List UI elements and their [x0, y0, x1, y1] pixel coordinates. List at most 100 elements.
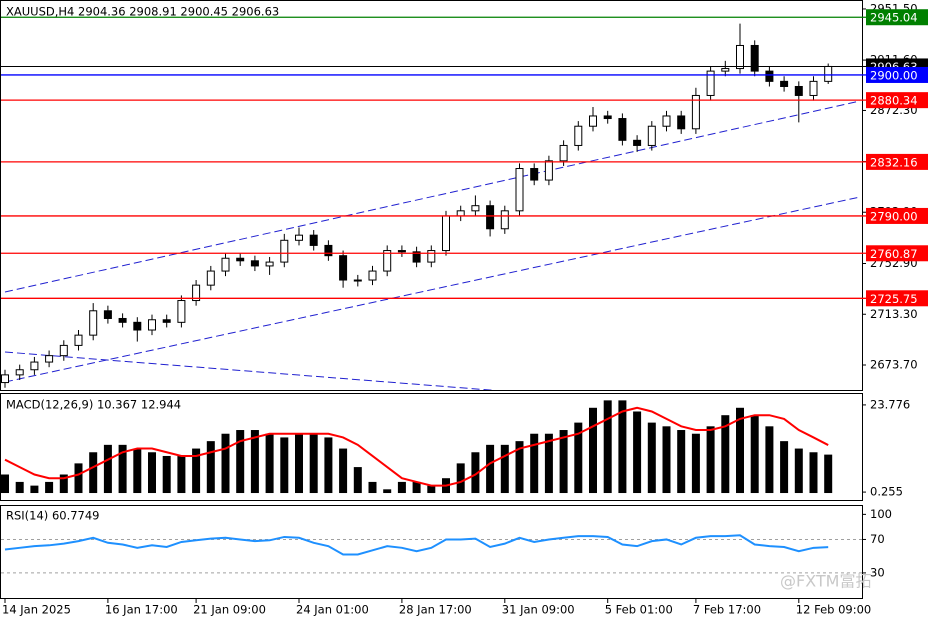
level-label-box [866, 245, 928, 262]
candle-body [736, 44, 744, 70]
candle-body [103, 310, 112, 319]
macd-bar [412, 481, 421, 494]
macd-bar [530, 433, 539, 494]
candle-body [162, 319, 171, 323]
macd-bar [383, 489, 392, 494]
candle-body [295, 234, 303, 241]
candle-body [324, 244, 333, 257]
macd-bar [691, 433, 700, 494]
macd-bar [456, 463, 465, 494]
candle-body [824, 65, 833, 82]
macd-bar [721, 415, 730, 494]
candle-body [148, 319, 156, 331]
level-label-box [866, 66, 928, 83]
candle-body [236, 257, 245, 262]
candle-body [809, 80, 818, 96]
candle-body [662, 115, 671, 127]
macd-bar [486, 444, 495, 494]
y-tick-label: 2713.30 [870, 307, 918, 321]
candle-body [780, 80, 789, 87]
macd-bar [662, 426, 671, 494]
macd-bar [515, 441, 524, 494]
level-label: 2790.00 [870, 209, 918, 223]
level-label: 2725.75 [870, 292, 918, 306]
x-tick-label: 7 Feb 17:00 [693, 603, 761, 617]
macd-bar [706, 426, 715, 494]
level-label: 2900.00 [870, 68, 918, 82]
candle-body [192, 284, 201, 302]
macd-bar [427, 485, 436, 494]
level-label-box [866, 92, 928, 109]
candle-body [794, 85, 803, 96]
macd-bar [368, 481, 377, 494]
macd-bar [74, 463, 83, 494]
macd-bar [809, 452, 818, 494]
macd-bar [89, 452, 98, 494]
level-label-box [866, 207, 928, 224]
x-tick-label: 14 Jan 2025 [2, 603, 71, 617]
macd-bar [45, 481, 54, 494]
candle-body [368, 270, 377, 281]
candle-body [45, 355, 54, 363]
candle-body [574, 125, 583, 146]
macd-bar [221, 433, 230, 494]
x-tick-label: 16 Jan 17:00 [105, 603, 178, 617]
macd-bar [30, 485, 39, 494]
candle-body [339, 255, 348, 281]
macd-bar [177, 455, 186, 494]
candle-body [133, 321, 142, 331]
candle-body [280, 239, 289, 263]
candle-body [515, 168, 524, 212]
macd-bar [765, 426, 774, 494]
candle-body [691, 94, 700, 130]
macd-bar [794, 448, 803, 494]
x-tick-label: 5 Feb 01:00 [605, 603, 673, 617]
macd-bar [780, 441, 789, 494]
candle-body [30, 361, 39, 371]
level-label: 2945.04 [870, 11, 918, 25]
candle-body [647, 125, 656, 146]
candle-body [559, 144, 568, 162]
macd-bar [618, 400, 627, 494]
candle-body [633, 139, 642, 146]
level-label-box [866, 153, 928, 170]
candle-body [721, 68, 730, 72]
macd-bar [339, 448, 348, 494]
macd-bar [103, 444, 112, 494]
candle-body [265, 261, 274, 267]
x-tick-label: 28 Jan 17:00 [399, 603, 472, 617]
x-tick-label: 31 Jan 09:00 [502, 603, 575, 617]
y-tick-label: 0.255 [870, 485, 903, 499]
channel-upper [4, 100, 861, 293]
macd-bar [589, 407, 597, 494]
candle-body [250, 260, 259, 267]
x-tick-label: 12 Feb 09:00 [796, 603, 871, 617]
candle-body [618, 118, 627, 141]
macd-bar [280, 437, 289, 494]
rsi-panel-border [0, 505, 863, 599]
candle-body [750, 44, 759, 72]
macd-bar [677, 430, 686, 494]
macd-bar [647, 422, 656, 494]
macd-bar [59, 474, 68, 494]
macd-bar [824, 454, 833, 494]
macd-bar [750, 415, 759, 494]
macd-bar [544, 433, 553, 494]
macd-bar [500, 444, 509, 494]
macd-title: MACD(12,26,9) 10.367 12.944 [6, 398, 181, 412]
candle-body [544, 160, 553, 181]
macd-bar [265, 433, 274, 494]
candle-body [383, 250, 392, 272]
candle-body [89, 310, 98, 336]
macd-bar [471, 452, 480, 494]
macd-bar [574, 422, 583, 494]
candle-body [706, 70, 715, 96]
marks: 2951.502911.602872.302832.502792.902752.… [1, 1, 918, 617]
macd-bar [736, 407, 744, 494]
level-label: 2832.16 [870, 155, 918, 169]
rsi-line [4, 534, 829, 556]
